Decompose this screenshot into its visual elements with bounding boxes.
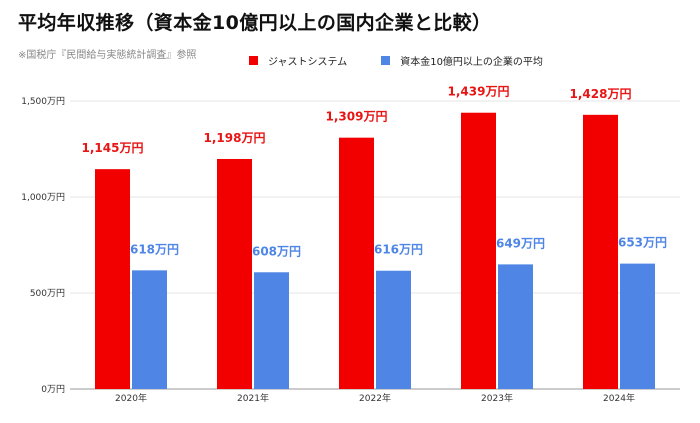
y-tick-label: 0万円 (41, 384, 65, 395)
bar-series2 (254, 272, 289, 389)
y-tick-label: 500万円 (30, 288, 65, 299)
legend-label-series1: ジャストシステム (268, 57, 348, 68)
source-note: ※国税庁『民間給与実態統計調査』参照 (18, 50, 197, 61)
legend-swatch-series1 (249, 56, 258, 65)
x-tick-label: 2020年 (115, 392, 147, 404)
x-tick-label: 2024年 (603, 392, 635, 404)
data-label-series2: 649万円 (496, 236, 545, 250)
bar-series2 (498, 264, 533, 389)
bar-series1 (339, 137, 374, 389)
bar-series1 (461, 112, 496, 389)
x-tick-label: 2021年 (237, 392, 269, 404)
chart-title: 平均年収推移（資本金10億円以上の国内企業と比較） (18, 12, 492, 34)
data-label-series1: 1,145万円 (82, 141, 144, 155)
data-label-series1: 1,439万円 (448, 85, 510, 99)
data-label-series1: 1,198万円 (204, 131, 266, 145)
bar-series2 (376, 270, 411, 389)
data-label-series2: 653万円 (618, 236, 667, 250)
bar-series1 (217, 158, 252, 389)
legend-label-series2: 資本金10億円以上の企業の平均 (400, 57, 543, 68)
bar-series1 (583, 114, 618, 389)
x-tick-label: 2023年 (481, 392, 513, 404)
bar-series2 (132, 270, 167, 389)
x-tick-label: 2022年 (359, 392, 391, 404)
y-tick-label: 1,500万円 (21, 96, 65, 107)
legend-swatch-series2 (381, 56, 391, 65)
data-label-series2: 608万円 (252, 244, 301, 258)
legend-item-series2: 資本金10億円以上の企業の平均 (381, 53, 543, 68)
data-label-series2: 618万円 (130, 242, 179, 256)
legend: ジャストシステム 資本金10億円以上の企業の平均 (249, 53, 543, 68)
legend-item-series1: ジャストシステム (249, 53, 347, 68)
data-label-series1: 1,309万円 (326, 110, 388, 124)
bar-series1 (95, 169, 130, 389)
data-label-series2: 616万円 (374, 243, 423, 257)
data-label-series1: 1,428万円 (570, 87, 632, 101)
bar-series2 (620, 263, 655, 389)
y-tick-label: 1,000万円 (21, 192, 65, 203)
